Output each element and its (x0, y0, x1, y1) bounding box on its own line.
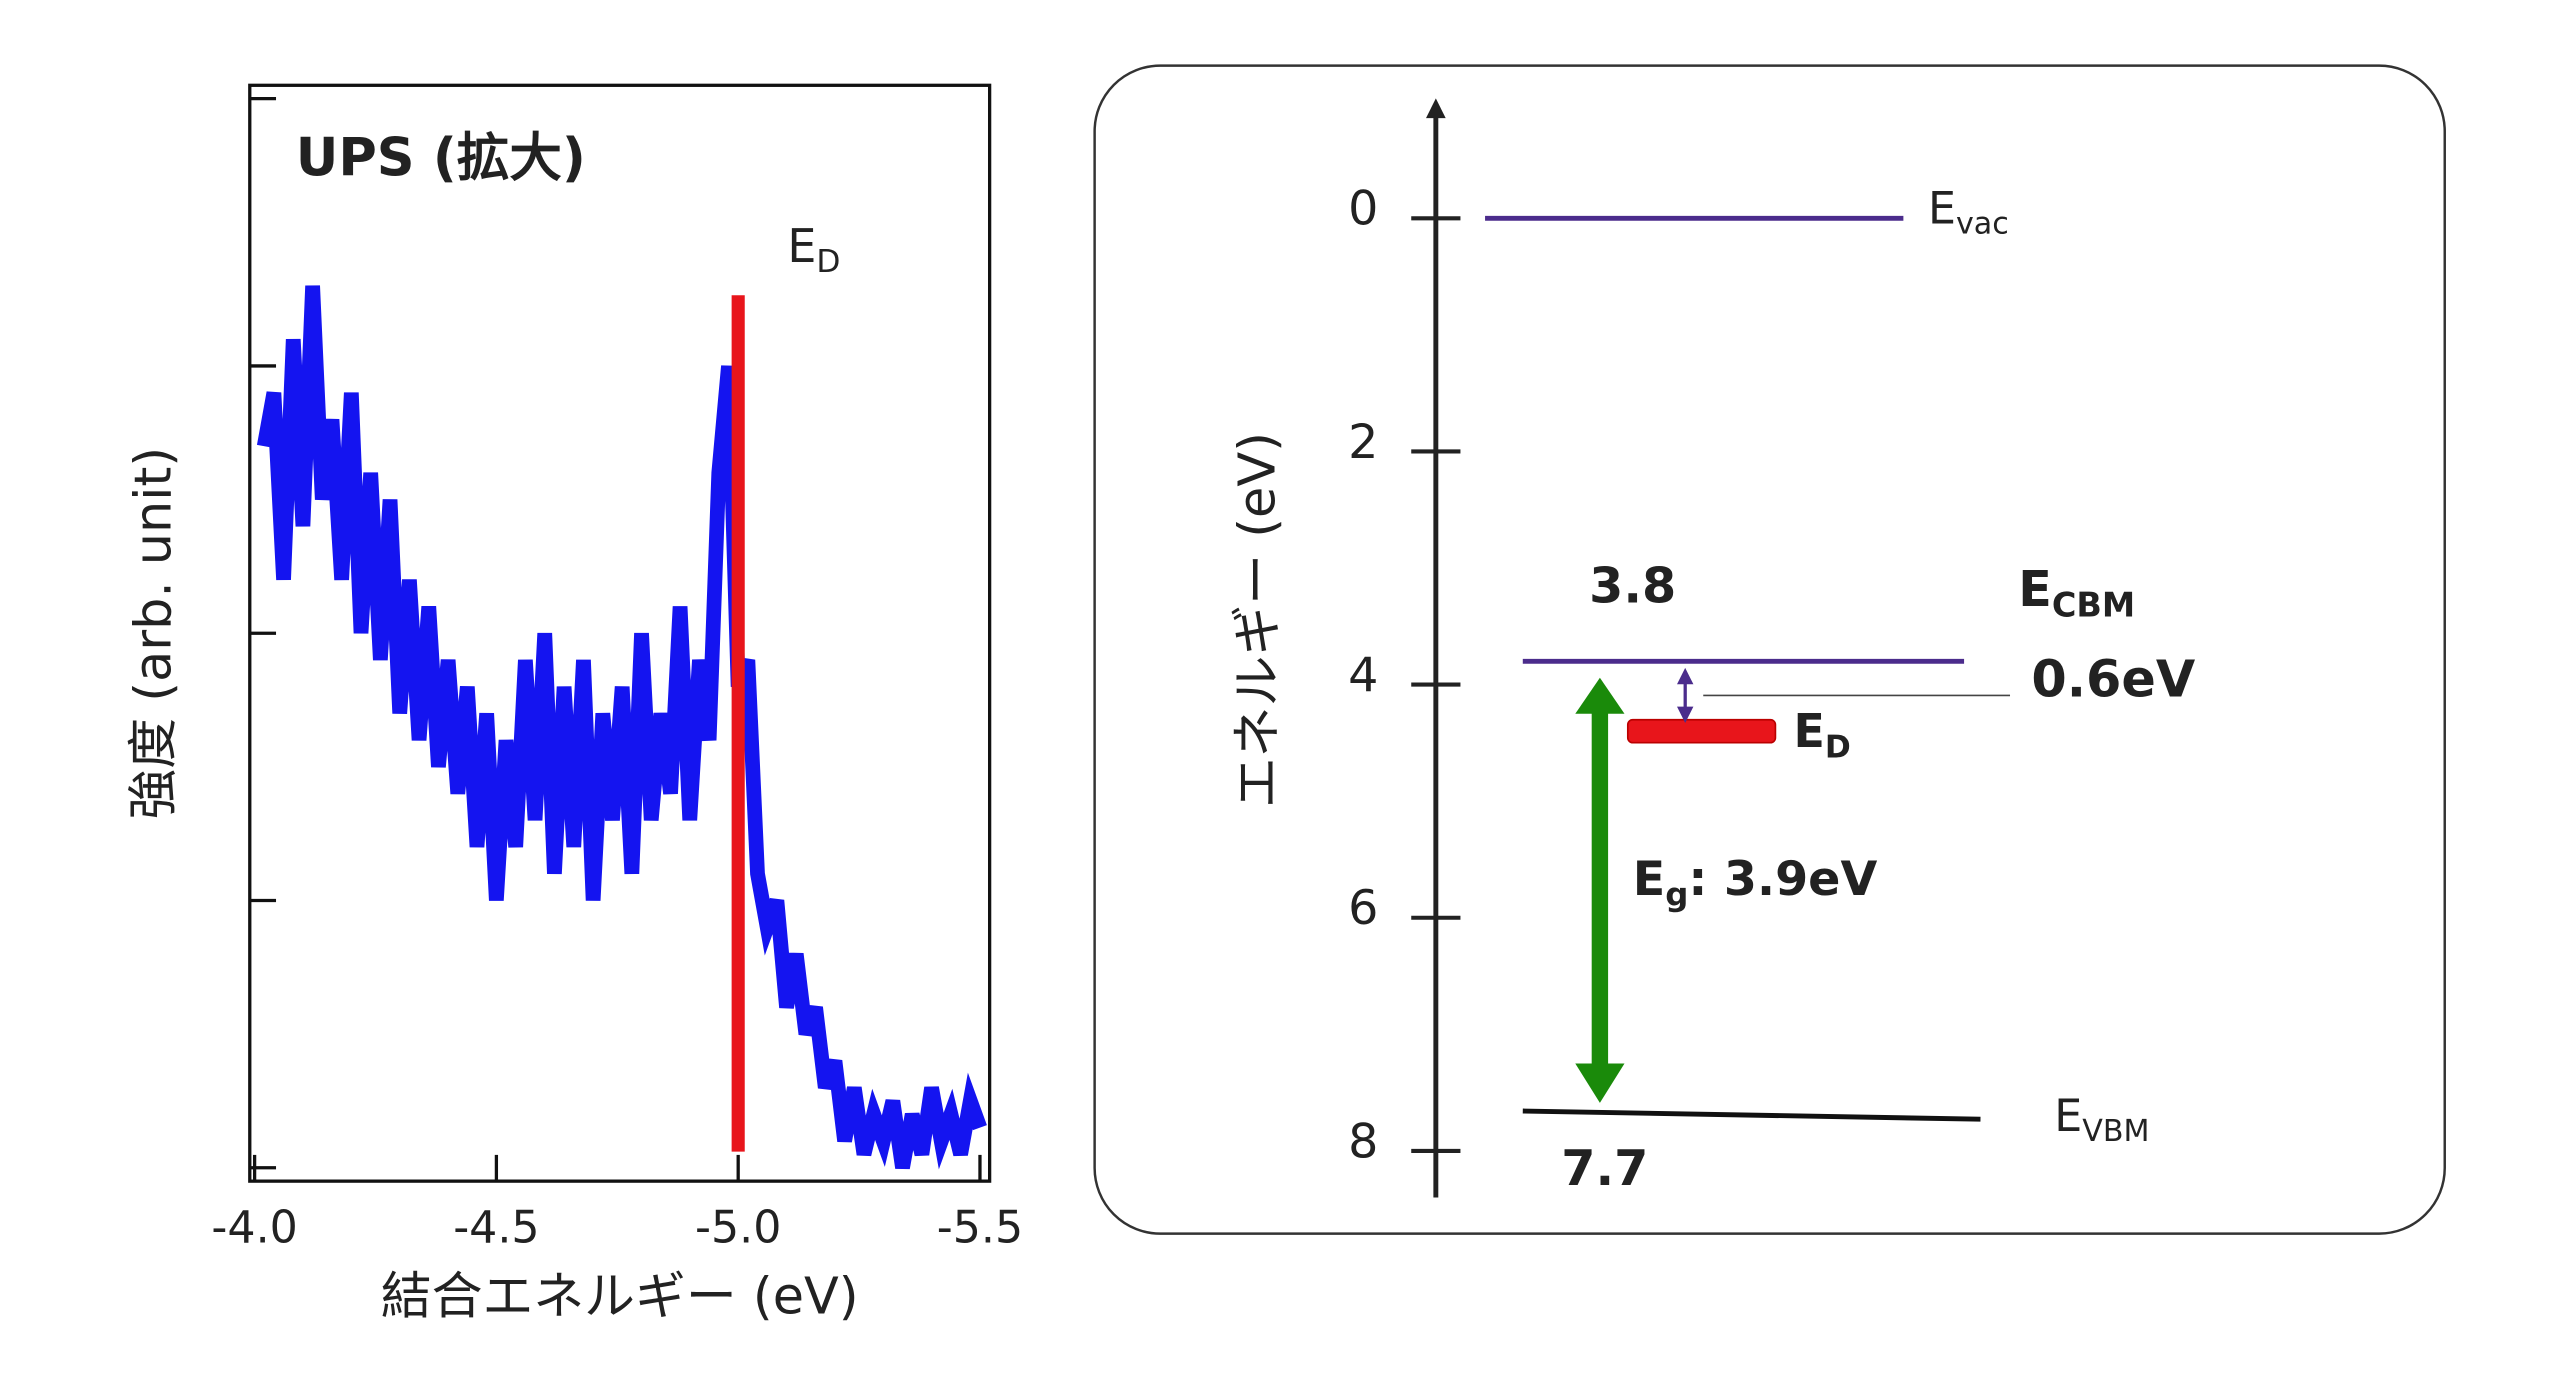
label-sub: VBM (2082, 1114, 2149, 1149)
label-main: E (2018, 560, 2052, 618)
chart-title: UPS (拡大) (296, 127, 586, 188)
y-tick-label: 6 (1348, 881, 1378, 936)
vbm-value-label: 7.7 (1561, 1139, 1648, 1197)
axis-arrow (1426, 98, 1446, 119)
y-tick-label: 2 (1348, 415, 1378, 470)
label-main: E (2054, 1091, 2082, 1142)
gap-head-bottom (1676, 706, 1694, 724)
y-axis-label: 強度 (arb. unit) (123, 447, 182, 820)
x-tick-label: -5.5 (937, 1202, 1023, 1253)
label-main: E (787, 219, 816, 273)
cbm-value-label: 3.8 (1589, 557, 1676, 615)
label-main: E (1793, 704, 1824, 758)
gap-label: 0.6eV (2031, 649, 2196, 708)
level-ed (1626, 718, 1777, 744)
y-tick-label: 0 (1348, 182, 1378, 237)
y-tick-label: 4 (1348, 648, 1378, 703)
spectrum-line (256, 285, 987, 1170)
gap-head-top (1676, 667, 1694, 685)
bandgap-head-top (1575, 677, 1625, 714)
label-sub: D (1825, 729, 1851, 765)
label-sub: g (1665, 875, 1688, 913)
y-axis-label: エネルギー (eV) (1227, 432, 1286, 808)
label-main: E (1633, 852, 1666, 907)
x-axis-label: 結合エネルギー (eV) (381, 1266, 859, 1325)
x-tick-label: -4.5 (453, 1202, 539, 1253)
diagram-frame (1093, 64, 2446, 1235)
x-tick-label: -4.0 (211, 1202, 297, 1253)
bandgap-head-bottom (1575, 1063, 1625, 1103)
label-sub: CBM (2052, 586, 2135, 625)
label-sub: vac (1956, 207, 2009, 242)
y-tick-label: 8 (1348, 1114, 1378, 1169)
label-main: E (1928, 184, 1956, 235)
x-tick-label: -5.0 (695, 1202, 781, 1253)
label-sub: D (816, 244, 840, 280)
label-rest: : 3.9eV (1688, 852, 1877, 907)
level-vbm (1522, 1108, 1981, 1122)
